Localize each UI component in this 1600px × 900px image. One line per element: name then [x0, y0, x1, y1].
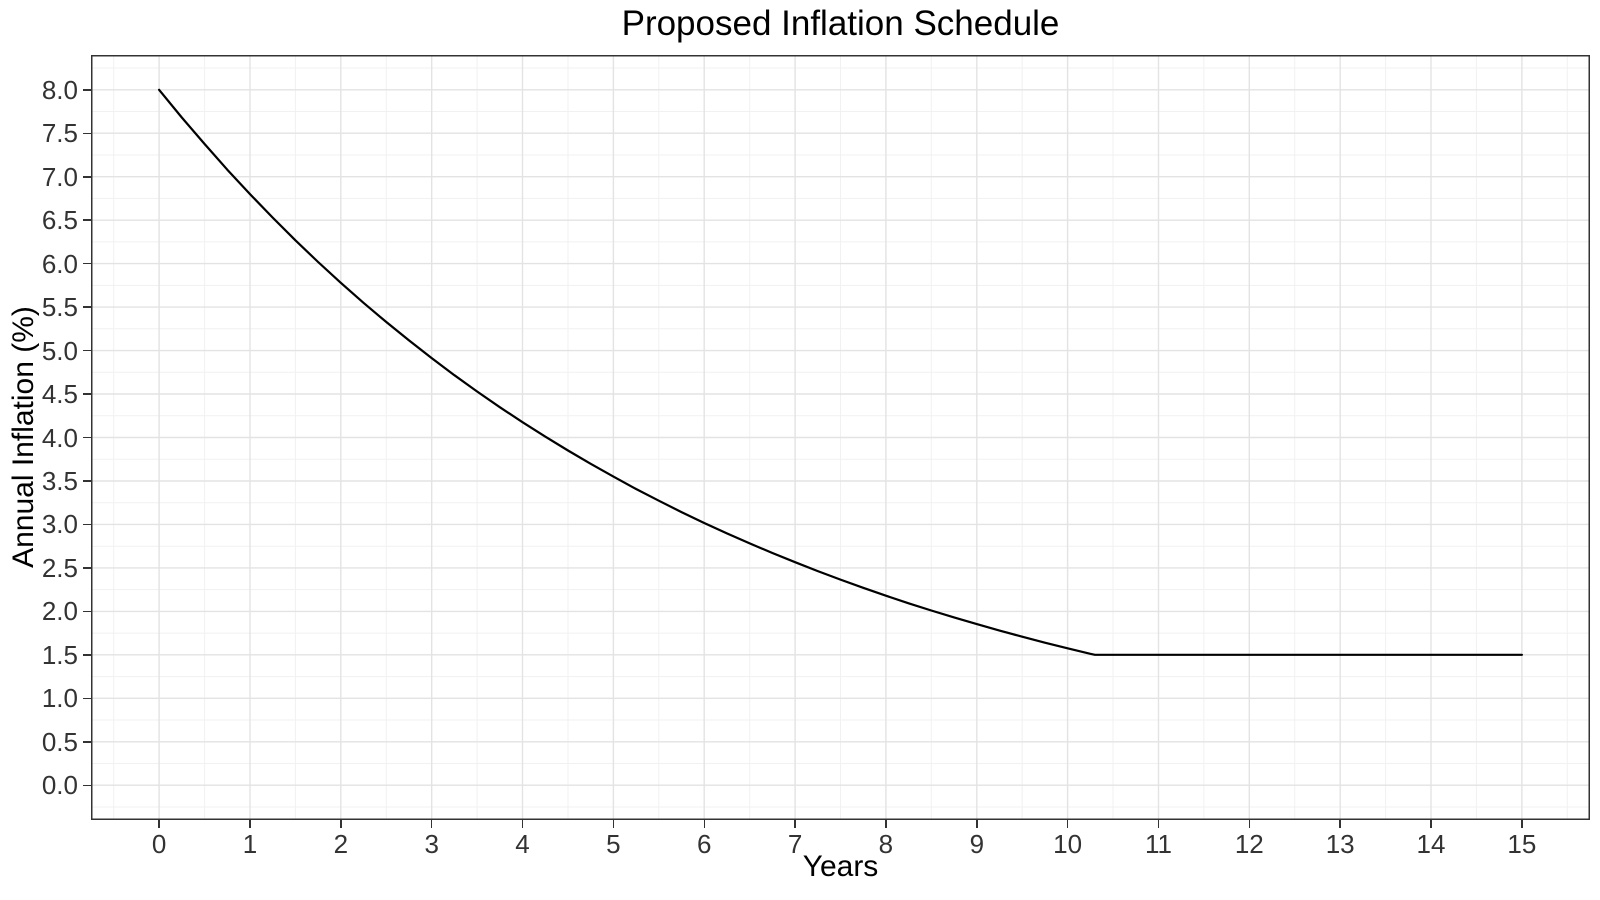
x-tick-mark	[794, 820, 796, 828]
y-tick-mark	[83, 610, 91, 613]
plot-panel	[91, 55, 1590, 820]
x-tick-mark	[885, 820, 887, 828]
x-tick-label: 13	[1325, 829, 1355, 859]
x-tick-label: 0	[151, 829, 167, 859]
x-tick-label: 14	[1416, 829, 1446, 859]
y-tick-mark	[83, 393, 91, 395]
y-tick-mark	[83, 697, 91, 699]
x-tick-mark	[1339, 820, 1341, 828]
x-tick-label: 3	[424, 829, 439, 859]
x-tick-mark	[1157, 820, 1160, 828]
y-tick-label: 2.0	[41, 596, 78, 627]
chart-title: Proposed Inflation Schedule	[621, 4, 1060, 43]
y-tick-mark	[83, 480, 91, 482]
x-tick-label: 2	[333, 829, 349, 859]
y-axis-title: Annual Inflation (%)	[7, 306, 40, 568]
y-tick-label: 3.0	[41, 509, 78, 540]
y-tick-mark	[83, 349, 91, 352]
x-tick-mark	[1430, 820, 1432, 828]
x-tick-mark	[340, 820, 342, 828]
x-tick-mark	[430, 820, 433, 828]
x-tick-label: 4	[515, 829, 530, 859]
y-tick-mark	[83, 219, 91, 221]
y-tick-label: 5.5	[41, 292, 78, 323]
y-tick-label: 0.5	[41, 726, 78, 757]
y-tick-label: 0.0	[41, 770, 78, 801]
y-tick-label: 1.0	[41, 683, 78, 714]
y-tick-mark	[83, 654, 91, 656]
x-tick-mark	[1248, 820, 1251, 828]
y-tick-mark	[83, 176, 91, 178]
y-tick-label: 3.5	[41, 466, 78, 496]
x-tick-label: 1	[242, 829, 258, 859]
y-tick-mark	[83, 306, 91, 308]
y-tick-label: 8.0	[41, 74, 78, 105]
x-axis-title: Years	[802, 850, 879, 883]
inflation-line	[157, 88, 1524, 656]
y-tick-label: 7.5	[41, 118, 78, 149]
y-tick-label: 6.5	[41, 205, 78, 236]
y-tick-label: 6.0	[41, 248, 78, 279]
y-tick-label: 1.5	[41, 639, 78, 670]
y-tick-mark	[83, 132, 91, 134]
x-tick-mark	[158, 820, 160, 828]
y-tick-mark	[83, 567, 91, 569]
x-tick-label: 15	[1507, 829, 1537, 859]
y-tick-mark	[83, 741, 91, 743]
x-tick-mark	[976, 820, 978, 828]
y-tick-mark	[83, 523, 91, 526]
y-tick-mark	[83, 436, 91, 439]
x-tick-label: 12	[1234, 829, 1264, 859]
x-tick-label: 11	[1145, 829, 1172, 859]
y-tick-label: 4.5	[41, 379, 78, 409]
x-tick-mark	[612, 820, 615, 828]
y-tick-mark	[83, 262, 91, 265]
panel-border	[91, 55, 1590, 820]
y-tick-label: 2.5	[41, 552, 78, 583]
plot-area	[91, 55, 1590, 820]
x-tick-mark	[521, 820, 524, 828]
y-tick-label: 5.0	[41, 335, 78, 366]
x-tick-label: 5	[606, 829, 621, 859]
y-tick-mark	[83, 784, 91, 786]
x-tick-mark	[1521, 820, 1523, 828]
x-tick-label: 7	[787, 829, 803, 859]
x-tick-mark	[1066, 820, 1069, 828]
y-tick-label: 4.0	[41, 422, 78, 453]
x-tick-label: 10	[1053, 829, 1083, 859]
x-tick-label: 8	[878, 829, 894, 859]
x-tick-label: 6	[696, 829, 712, 859]
x-tick-mark	[703, 820, 705, 828]
y-tick-label: 7.0	[41, 161, 78, 192]
x-tick-label: 9	[969, 829, 985, 859]
x-tick-mark	[249, 820, 251, 828]
y-tick-mark	[83, 89, 91, 91]
